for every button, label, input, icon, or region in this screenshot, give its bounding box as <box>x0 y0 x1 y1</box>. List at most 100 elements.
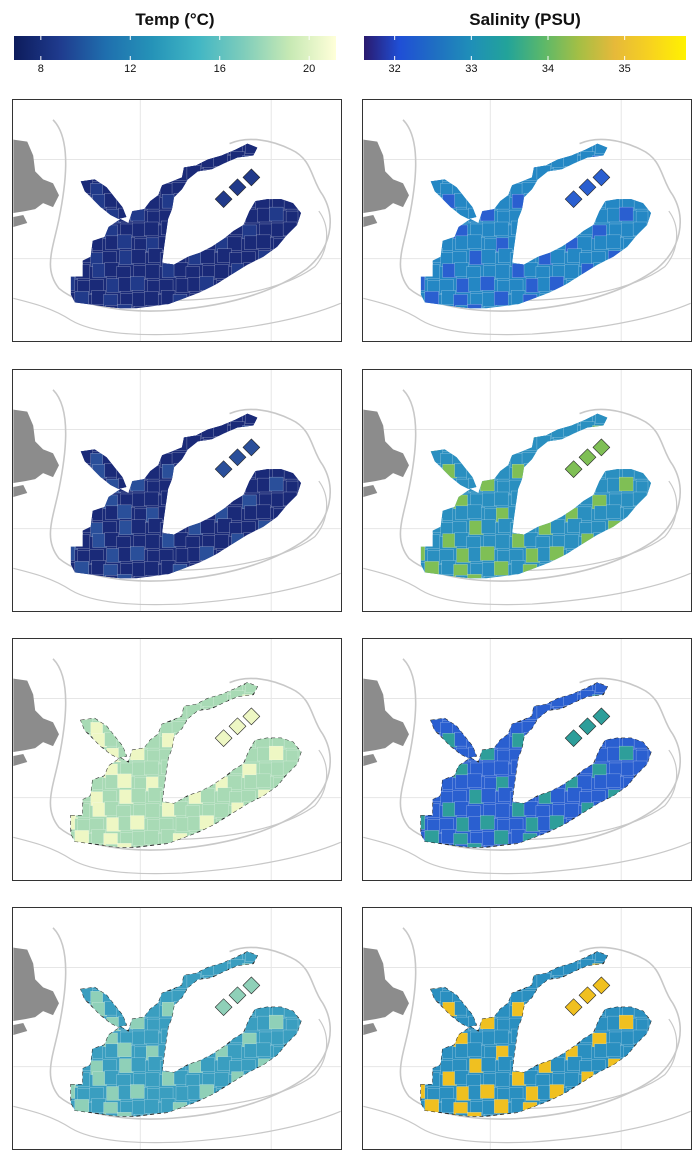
grid-cell <box>484 439 499 454</box>
grid-cell <box>186 704 201 719</box>
grid-cell <box>145 1072 160 1087</box>
grid-cell <box>256 504 271 519</box>
grid-cell <box>146 976 161 991</box>
grid-cell <box>578 479 593 495</box>
grid-cell <box>592 155 607 170</box>
grid-cell <box>538 720 553 735</box>
grid-cell <box>216 480 231 496</box>
grid-cell <box>244 1113 259 1117</box>
grid-cell <box>244 305 259 309</box>
grid-cell <box>578 1087 593 1102</box>
grid-cell <box>91 690 106 705</box>
isobath-contour <box>399 927 681 1120</box>
grid-cell <box>258 181 273 196</box>
grid-cell <box>214 1072 229 1087</box>
grid-cell <box>508 413 524 425</box>
grid-cell <box>453 294 468 309</box>
grid-cell <box>537 207 552 223</box>
grid-cell <box>201 492 216 508</box>
grid-cell <box>425 264 440 279</box>
grid-cell <box>160 1028 176 1044</box>
grid-cell <box>424 561 439 576</box>
grid-cell <box>269 206 284 222</box>
grid-cell <box>453 564 468 579</box>
grid-cell <box>186 973 201 988</box>
grid-cell <box>634 438 650 453</box>
grid-cell <box>174 844 190 848</box>
salinity-tick-labels: 32 33 34 35 <box>364 63 686 79</box>
grid-cell <box>216 1018 231 1034</box>
grid-cell <box>580 151 595 166</box>
grid-cell <box>284 976 300 991</box>
grid-cell <box>203 578 218 579</box>
grid-cell <box>549 745 564 761</box>
grid-cell <box>467 574 482 579</box>
grid-cell <box>230 290 245 305</box>
grid-cell <box>594 305 609 309</box>
grid-cell <box>70 1084 76 1099</box>
temperature-tick-label: 12 <box>124 63 137 75</box>
grid-cell <box>117 1112 132 1117</box>
grid-cell <box>273 977 288 992</box>
grid-cell <box>649 290 651 305</box>
grid-cell <box>258 451 273 466</box>
grid-cell <box>510 759 526 775</box>
grid-cell <box>438 236 453 251</box>
grid-cell <box>199 682 214 691</box>
grid-cell <box>578 1017 593 1033</box>
grid-cell <box>426 776 441 791</box>
grid-cell <box>578 818 593 833</box>
grid-cell <box>103 425 118 440</box>
grid-cell <box>566 1018 581 1034</box>
grid-cell <box>468 143 483 153</box>
grid-cell <box>70 761 78 777</box>
grid-cell <box>455 305 470 309</box>
grid-cell <box>285 550 301 565</box>
grid-cell <box>623 1046 638 1061</box>
grid-cell <box>70 1057 77 1072</box>
grid-cell <box>608 451 623 466</box>
grid-cell <box>595 278 610 293</box>
grid-cell <box>438 506 453 521</box>
grid-cell <box>619 1014 634 1030</box>
grid-cell <box>496 577 511 579</box>
grid-cell <box>145 1003 160 1018</box>
salinity-legend: Salinity (PSU) 32 33 34 35 <box>364 0 686 95</box>
survey-patch <box>214 729 233 748</box>
grid-cell <box>227 1044 242 1059</box>
grid-cell <box>438 437 453 452</box>
grid-cell <box>203 439 218 454</box>
grid-cell <box>646 506 651 521</box>
grid-cell <box>550 519 565 534</box>
grid-cell <box>524 235 540 250</box>
grid-cell <box>283 1003 299 1018</box>
survey-patch <box>228 448 247 467</box>
survey-patch <box>564 998 583 1017</box>
grid-cell <box>256 304 271 309</box>
grid-cell <box>632 1099 648 1114</box>
grid-cell <box>215 307 230 309</box>
grid-cell <box>285 819 301 834</box>
grid-cell <box>255 536 270 551</box>
grid-cell <box>608 1058 623 1073</box>
grid-cell <box>496 846 511 848</box>
grid-cell <box>495 264 510 279</box>
grid-cell <box>441 759 456 775</box>
grid-cell <box>70 745 76 761</box>
grid-cell <box>117 1042 132 1057</box>
grid-cell <box>646 845 651 848</box>
grid-cell <box>105 974 120 989</box>
grid-cell <box>297 279 301 294</box>
grid-cell <box>230 151 245 166</box>
grid-cell <box>522 294 538 309</box>
survey-patch <box>578 448 597 467</box>
grid-cell <box>89 951 104 963</box>
map-panel-temperature-2 <box>12 369 342 612</box>
grid-cell <box>438 167 453 182</box>
grid-cell <box>103 1102 118 1117</box>
grid-cell <box>623 777 638 792</box>
grid-cell <box>70 222 78 238</box>
grid-cell <box>525 208 541 224</box>
grid-cell <box>427 143 442 156</box>
grid-cell <box>119 989 134 1004</box>
